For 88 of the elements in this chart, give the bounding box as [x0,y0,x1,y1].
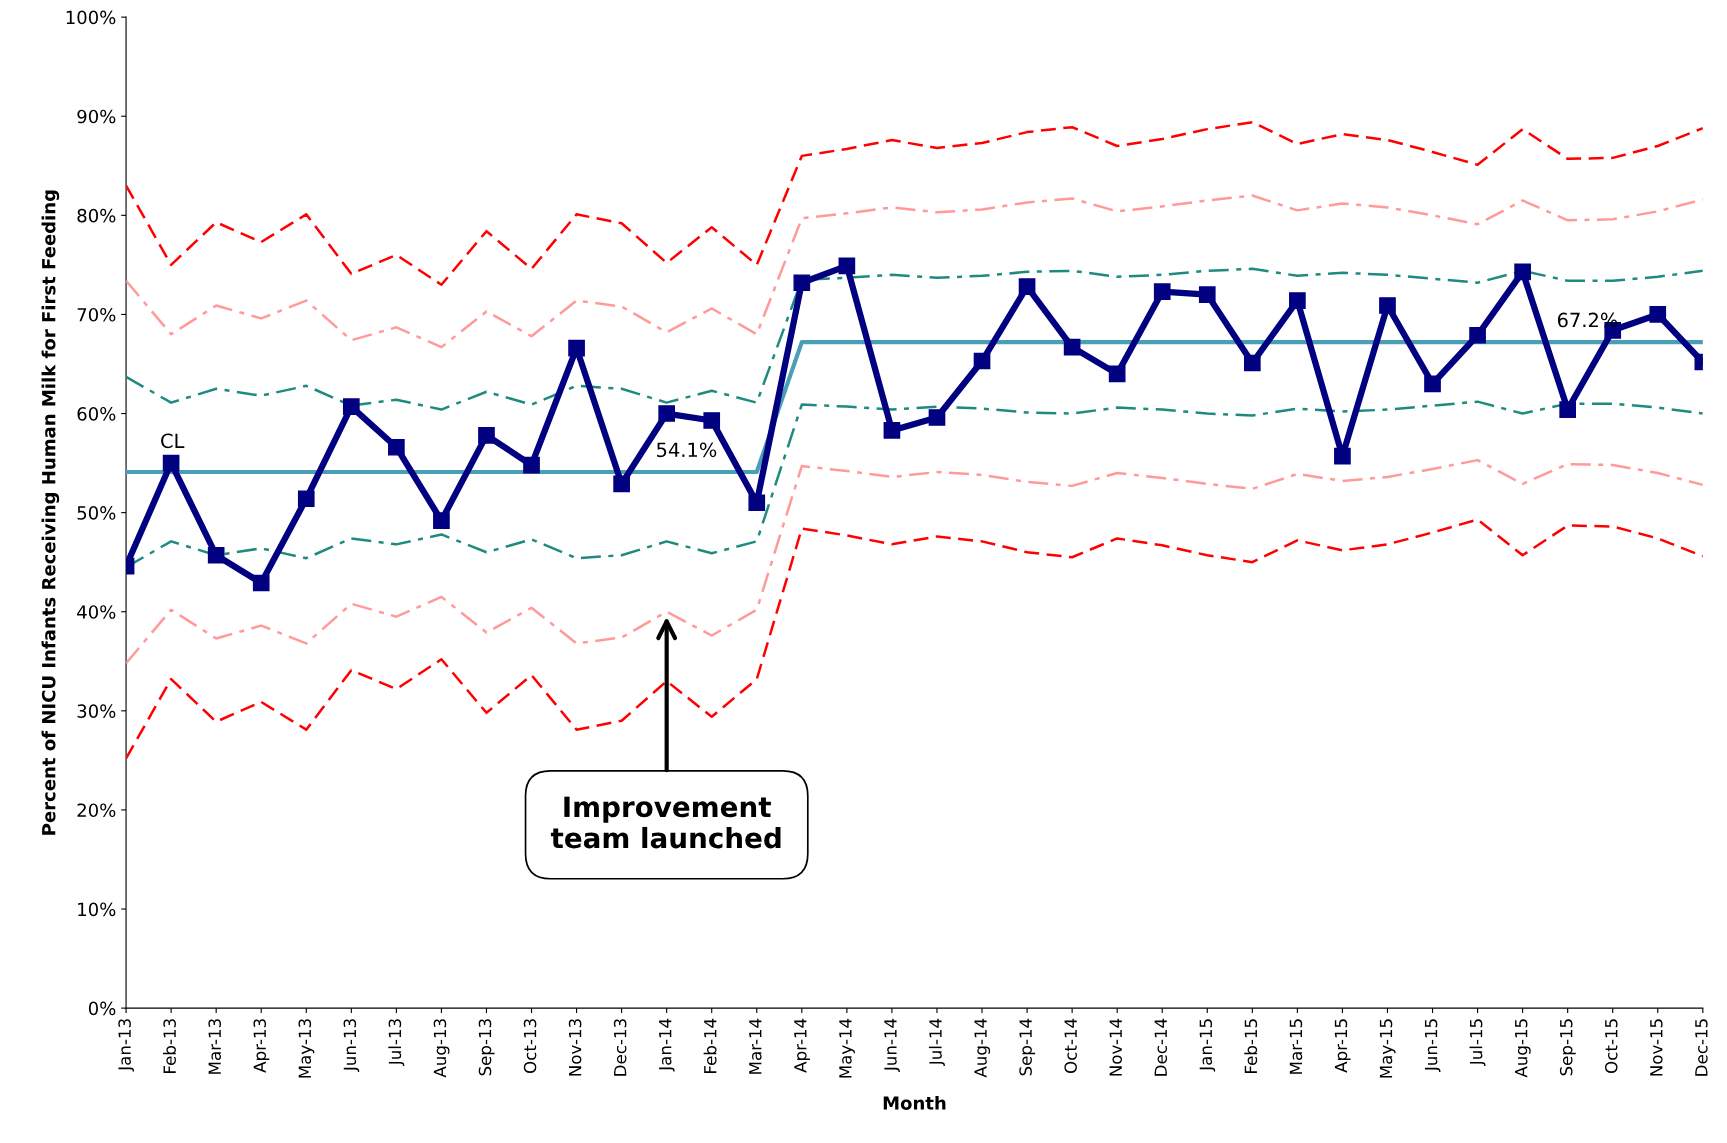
point [568,339,585,357]
x-tick-label: May-15 [1379,1019,1396,1078]
point [613,475,630,493]
y-tick-label: 0% [88,1001,116,1016]
x-tick-label: Jan-13 [118,1019,135,1072]
point [658,405,676,422]
y-tick-label: 100% [66,10,116,25]
point [793,274,811,292]
point [703,412,721,429]
x-tick-label: Feb-14 [703,1018,717,1073]
point [1289,292,1306,309]
point [883,422,901,439]
x-tick-label: May-14 [839,1018,855,1078]
y-tick-label: 20% [77,803,116,818]
point [252,574,270,592]
point [928,409,946,426]
point [162,454,180,472]
point [433,512,450,529]
x-tick-label: Nov-13 [568,1019,582,1076]
x-tick-label: May-13 [298,1019,315,1078]
x-tick-label: Jan-15 [1199,1019,1216,1072]
y-tick-label: 30% [77,704,116,718]
point [1559,401,1577,418]
point [1018,278,1036,296]
annotation: Improvement team launched [550,796,781,849]
x-tick-label: Jun-14 [884,1018,900,1072]
y-axis-title: Percent of NICU Infants Receiving Human Milk for First Feeding [41,190,60,835]
x-tick-label: Jun-15 [1424,1019,1441,1072]
annotation: 67.2% [1557,312,1618,328]
x-tick-label: Feb-13 [163,1019,176,1073]
x-tick-label: Feb-15 [1244,1019,1258,1073]
point [1243,354,1261,372]
point [523,456,540,474]
point [838,257,856,275]
y-tick-label: 50% [77,506,116,520]
x-tick-label: Sep-13 [478,1019,495,1076]
annotation: CL [161,433,185,449]
x-tick-label: Apr-13 [253,1019,270,1073]
point [1469,326,1486,344]
point [748,494,766,512]
x-tick-label: Nov-15 [1650,1019,1663,1076]
line-series [126,120,1703,286]
x-tick-label: Jul-15 [1469,1019,1486,1067]
x-tick-label: Jul-14 [928,1018,945,1067]
point [1108,365,1126,383]
x-tick-label: Sep-14 [1019,1018,1036,1076]
point [207,546,225,564]
point [1153,283,1171,300]
x-tick-label: Dec-14 [1154,1018,1168,1076]
x-tick-label: Aug-13 [433,1019,450,1078]
y-tick-label: 90% [77,109,116,124]
x-tick-label: Mar-14 [749,1018,762,1074]
x-tick-label: Mar-13 [208,1019,222,1074]
point [1649,306,1667,323]
x-tick-label: Aug-14 [974,1018,991,1078]
y-tick-label: 10% [78,902,116,917]
point [1334,447,1351,465]
x-tick-label: Jun-13 [343,1019,360,1072]
x-tick-label: Sep-15 [1559,1019,1576,1076]
point [973,352,991,370]
x-tick-label: Nov-14 [1109,1018,1123,1076]
point [1063,338,1081,356]
point [1198,286,1216,303]
x-tick-label: Jul-13 [388,1019,405,1067]
x-tick-label: Oct-15 [1604,1019,1618,1073]
x-axis-title: Month [883,1095,946,1110]
point [388,438,405,456]
point [342,398,360,415]
x-tick-label: Apr-15 [1334,1019,1351,1073]
line-series [126,458,1703,665]
x-tick-label: Jan-14 [659,1018,675,1072]
x-tick-label: Mar-15 [1289,1019,1303,1074]
point [1424,375,1441,393]
y-tick-label: 60% [77,407,116,421]
x-tick-label: Dec-15 [1695,1019,1708,1076]
x-tick-label: Oct-13 [523,1019,537,1073]
x-tick-label: Apr-14 [794,1018,810,1073]
point [297,490,315,508]
point [478,427,495,444]
point [1379,297,1396,314]
x-tick-label: Aug-15 [1515,1019,1531,1078]
x-tick-label: Dec-13 [613,1019,627,1076]
point [1514,263,1531,281]
y-tick-label: 70% [77,307,116,322]
y-tick-label: 40% [77,605,116,619]
y-tick-label: 80% [77,208,116,223]
annotation: 54.1% [657,442,717,458]
x-tick-label: Oct-14 [1064,1018,1077,1073]
